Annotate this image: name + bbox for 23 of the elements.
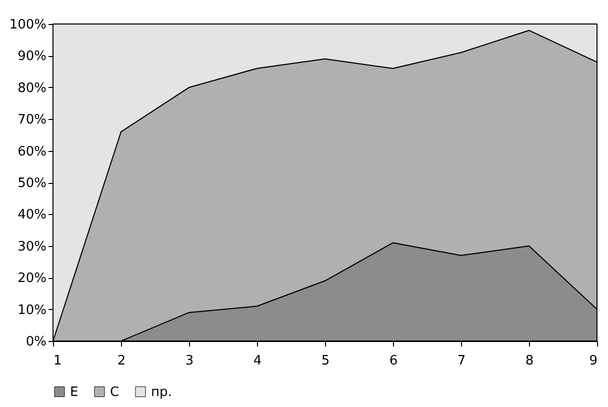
- y-tick-label: 50%: [18, 176, 46, 191]
- legend-label: C: [110, 384, 120, 400]
- y-tick-label: 10%: [18, 302, 46, 318]
- y-tick-label: 100%: [9, 18, 46, 32]
- y-tick-label: 0%: [26, 334, 46, 350]
- x-tick-label: 9: [589, 354, 598, 368]
- x-tick-label: 1: [54, 354, 62, 368]
- x-tick-label: 4: [253, 354, 262, 368]
- x-tick-label: 5: [321, 354, 330, 368]
- y-tick-label: 40%: [18, 208, 46, 223]
- y-tick-label: 60%: [18, 144, 46, 160]
- x-tick-label: 6: [389, 354, 398, 368]
- x-tick-label: 8: [525, 354, 534, 368]
- y-tick-label: 70%: [18, 112, 46, 128]
- legend-label: пр.: [151, 384, 172, 400]
- x-tick-label: 3: [185, 354, 194, 368]
- y-tick-label: 90%: [18, 49, 46, 64]
- x-tick-label: 7: [457, 354, 466, 368]
- y-tick-label: 20%: [18, 271, 46, 286]
- y-tick-label: 30%: [18, 239, 46, 254]
- y-tick-label: 80%: [18, 80, 46, 96]
- legend-label: E: [70, 384, 78, 400]
- x-tick-label: 2: [117, 354, 126, 368]
